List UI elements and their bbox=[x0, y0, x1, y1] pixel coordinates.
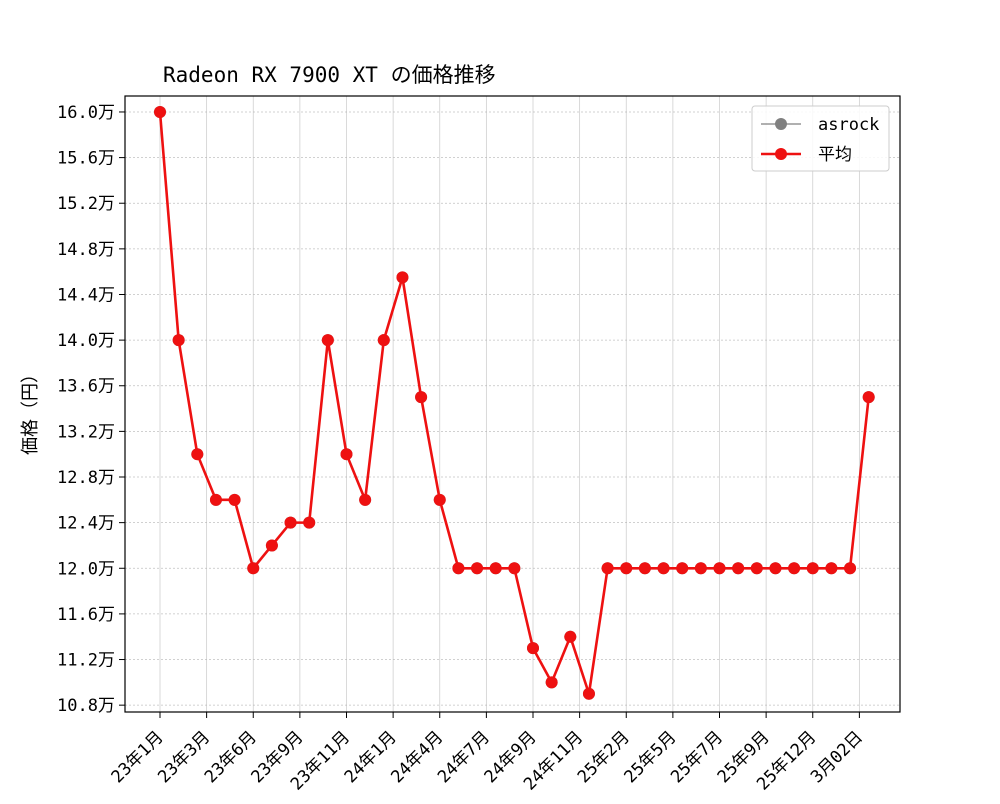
series-average-point bbox=[265, 539, 278, 552]
y-tick-label: 11.2万 bbox=[57, 651, 115, 671]
series-average-point bbox=[284, 516, 297, 529]
series-average-point bbox=[657, 562, 670, 575]
legend-label-asrock: asrock bbox=[818, 115, 879, 135]
series-average-point bbox=[433, 493, 446, 506]
y-tick-label: 12.4万 bbox=[57, 514, 115, 534]
y-tick-label: 13.6万 bbox=[57, 377, 115, 397]
series-average-point bbox=[340, 448, 353, 461]
series-average-point bbox=[545, 676, 558, 689]
series-average-point bbox=[303, 516, 316, 529]
series-average-point bbox=[694, 562, 707, 575]
series-average-point bbox=[471, 562, 484, 575]
y-tick-label: 14.8万 bbox=[57, 240, 115, 260]
series-average-point bbox=[862, 391, 875, 404]
y-tick-label: 12.8万 bbox=[57, 468, 115, 488]
series-average-point bbox=[415, 391, 428, 404]
series-average-point bbox=[209, 493, 222, 506]
series-average-point bbox=[769, 562, 782, 575]
grid bbox=[125, 96, 900, 712]
y-tick-label: 11.6万 bbox=[57, 605, 115, 625]
series-average-point bbox=[359, 493, 372, 506]
y-tick-label: 12.0万 bbox=[57, 559, 115, 579]
series-average-point bbox=[247, 562, 260, 575]
series-average-point bbox=[676, 562, 689, 575]
plot-frame bbox=[124, 95, 901, 713]
y-tick-label: 15.6万 bbox=[57, 149, 115, 169]
series-average-point bbox=[638, 562, 651, 575]
y-tick-label: 15.2万 bbox=[57, 194, 115, 214]
series-average-point bbox=[788, 562, 801, 575]
series-average-point bbox=[489, 562, 502, 575]
series-average-point bbox=[452, 562, 465, 575]
series-layer bbox=[154, 105, 875, 700]
series-average-point bbox=[601, 562, 614, 575]
y-tick-label: 14.4万 bbox=[57, 285, 115, 305]
y-tick-label: 14.0万 bbox=[57, 331, 115, 351]
legend-label-average: 平均 bbox=[818, 145, 852, 165]
series-average-point bbox=[825, 562, 838, 575]
chart-title: Radeon RX 7900 XT の価格推移 bbox=[163, 63, 496, 87]
series-average-point bbox=[844, 562, 857, 575]
series-average-point bbox=[172, 334, 185, 347]
legend: asrock 平均 bbox=[751, 105, 890, 172]
legend-marker-average bbox=[775, 148, 787, 160]
series-average-point bbox=[228, 493, 241, 506]
series-average-point bbox=[154, 105, 166, 118]
series-average-point bbox=[191, 448, 204, 461]
series-average-point bbox=[321, 334, 334, 347]
series-average-point bbox=[806, 562, 819, 575]
series-average-point bbox=[713, 562, 726, 575]
series-average-point bbox=[508, 562, 521, 575]
series-average-point bbox=[527, 642, 539, 655]
series-average-point bbox=[620, 562, 633, 575]
y-tick-label: 10.8万 bbox=[57, 696, 115, 716]
y-tick-label: 16.0万 bbox=[57, 103, 115, 123]
series-average-point bbox=[732, 562, 745, 575]
legend-marker-asrock bbox=[775, 118, 787, 130]
series-average-point bbox=[377, 334, 390, 347]
series-average-point bbox=[750, 562, 763, 575]
y-tick-label: 13.2万 bbox=[57, 422, 115, 442]
series-average-point bbox=[564, 630, 577, 643]
series-average-point bbox=[582, 687, 595, 700]
series-average-point bbox=[396, 271, 409, 284]
y-axis-label: 価格（円） bbox=[20, 365, 41, 455]
